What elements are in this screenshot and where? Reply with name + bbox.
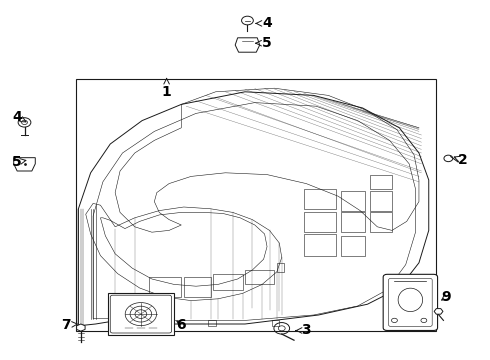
Text: 9: 9 [441, 290, 451, 304]
Text: 8: 8 [407, 274, 416, 293]
Bar [341, 236, 365, 256]
Text: 5: 5 [256, 36, 272, 50]
Bar [245, 270, 274, 284]
Bar [304, 234, 336, 256]
Bar [370, 175, 392, 189]
Bar [213, 274, 243, 290]
Bar [277, 263, 284, 272]
Text: 4: 4 [12, 110, 26, 124]
Text: 1: 1 [162, 78, 172, 99]
Text: 7: 7 [61, 318, 77, 332]
Bar [304, 212, 336, 232]
Text: 3: 3 [296, 324, 311, 337]
Bar [184, 277, 211, 297]
Bar [76, 79, 436, 331]
Polygon shape [76, 324, 85, 331]
Text: 4: 4 [256, 17, 272, 30]
Bar [149, 277, 181, 297]
Bar [208, 320, 216, 326]
Bar [370, 191, 392, 211]
FancyBboxPatch shape [383, 274, 438, 330]
Bar [108, 293, 174, 335]
Bar [304, 189, 336, 209]
Bar [341, 191, 365, 211]
Text: 6: 6 [176, 318, 186, 332]
Bar [272, 320, 279, 326]
Bar [370, 212, 392, 232]
Bar [341, 212, 365, 232]
Bar [140, 320, 147, 326]
Text: 5: 5 [12, 155, 26, 169]
Text: 2: 2 [454, 153, 468, 167]
Polygon shape [434, 309, 443, 314]
